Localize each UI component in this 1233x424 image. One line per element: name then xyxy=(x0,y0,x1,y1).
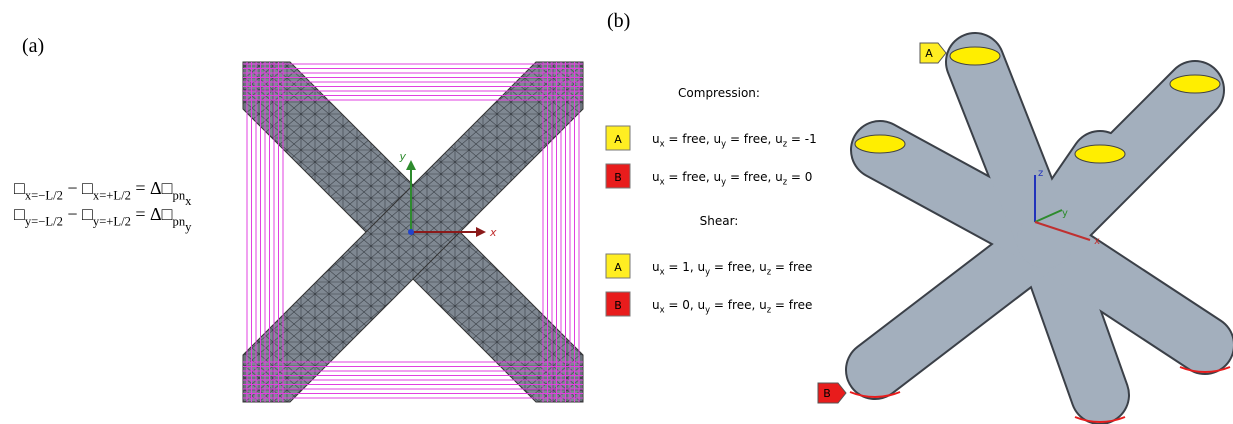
axis-label: z xyxy=(1038,168,1043,179)
cap-a xyxy=(950,47,1000,65)
text-part: pn xyxy=(173,214,186,228)
text-part: − □ xyxy=(63,204,93,224)
text-part: = free, u xyxy=(726,170,783,184)
equation: □y=−L/2 − □y=+L/2 = Δ□pny xyxy=(14,204,192,234)
tag-shape xyxy=(920,43,946,63)
axis-label: x xyxy=(489,226,497,239)
tag-shape xyxy=(818,383,846,403)
tag-label: A xyxy=(925,47,933,60)
origin xyxy=(408,229,414,235)
text-part: □ xyxy=(14,178,25,198)
text-part: x=+L/2 xyxy=(93,188,131,202)
text-part: x=−L/2 xyxy=(25,188,63,202)
text-part: y=+L/2 xyxy=(93,214,131,228)
text-part: = free xyxy=(771,298,812,312)
text-part: u xyxy=(652,298,660,312)
tag-b: B xyxy=(818,383,846,403)
cap-a xyxy=(1075,145,1125,163)
text-part: − □ xyxy=(63,178,93,198)
tag-label: A xyxy=(614,261,622,274)
text-part: y xyxy=(185,220,192,234)
tag-label: B xyxy=(614,299,622,312)
figure: (a) (b) y x □x=−L/2 − □x=+L/2 = Δ□pnx□y=… xyxy=(0,0,1233,424)
cap-a xyxy=(855,135,905,153)
text-part: = 0 xyxy=(787,170,812,184)
text-part: = Δ□ xyxy=(131,178,173,198)
condition: ux = 0, uy = free, uz = free xyxy=(652,298,812,315)
condition: ux = free, uy = free, uz = 0 xyxy=(652,170,812,187)
text-part: = free, u xyxy=(665,170,722,184)
tag-label: B xyxy=(614,171,622,184)
tag-label: A xyxy=(614,133,622,146)
panel-label: (b) xyxy=(607,10,630,32)
text-part: y=−L/2 xyxy=(25,214,63,228)
section-title: Compression: xyxy=(678,86,760,100)
axis-label: x xyxy=(1094,236,1100,247)
text-part: = 1, u xyxy=(665,260,706,274)
panel-label: (a) xyxy=(22,35,44,57)
text-part: u xyxy=(652,260,660,274)
strut xyxy=(875,240,1045,370)
text-part: u xyxy=(652,170,660,184)
text-part: = 0, u xyxy=(665,298,706,312)
section-title: Shear: xyxy=(700,214,739,228)
text-part: = Δ□ xyxy=(131,204,173,224)
text-part: = free, u xyxy=(726,132,783,146)
text-part: u xyxy=(652,132,660,146)
tag-a: A xyxy=(920,43,946,63)
cap-a xyxy=(1170,75,1220,93)
text-part: = free, u xyxy=(710,260,767,274)
arrow-head xyxy=(406,160,416,170)
axis-label: y xyxy=(1062,208,1068,219)
text-part: pn xyxy=(173,188,186,202)
text-part: x xyxy=(185,194,192,208)
tag-label: B xyxy=(823,387,831,400)
equations: □x=−L/2 − □x=+L/2 = Δ□pnx□y=−L/2 − □y=+L… xyxy=(14,178,192,234)
text-part: = free, u xyxy=(710,298,767,312)
text-part: = -1 xyxy=(787,132,817,146)
axis-label: y xyxy=(398,150,406,163)
text-part: = free, u xyxy=(665,132,722,146)
text-part: □ xyxy=(14,204,25,224)
condition: ux = 1, uy = free, uz = free xyxy=(652,260,812,277)
lattice-3d xyxy=(850,47,1230,422)
text-part: = free xyxy=(771,260,812,274)
condition: ux = free, uy = free, uz = -1 xyxy=(652,132,817,149)
arrow-head xyxy=(476,227,486,237)
